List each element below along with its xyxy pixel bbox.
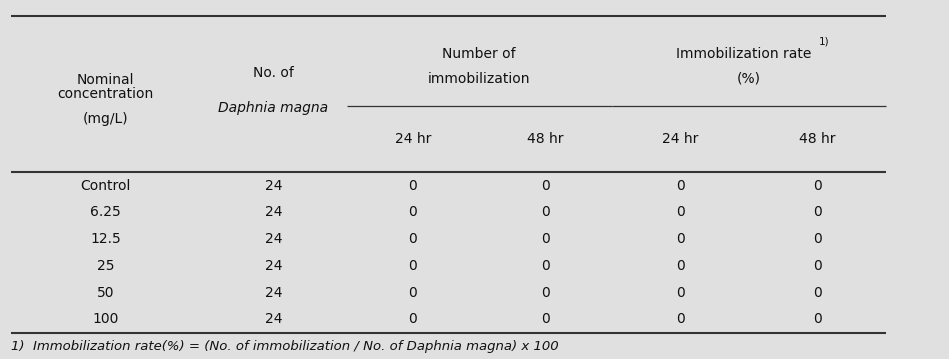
Text: 48 hr: 48 hr — [528, 132, 564, 146]
Text: 0: 0 — [541, 259, 549, 273]
Text: 12.5: 12.5 — [90, 232, 121, 246]
Text: 24: 24 — [265, 312, 282, 326]
Text: 1)  Immobilization rate(%) = (No. of immobilization / No. of Daphnia magna) x 10: 1) Immobilization rate(%) = (No. of immo… — [10, 340, 558, 353]
Text: 0: 0 — [676, 286, 684, 300]
Text: 24 hr: 24 hr — [662, 132, 698, 146]
Text: No. of: No. of — [253, 66, 294, 80]
Text: Daphnia magna: Daphnia magna — [218, 101, 328, 115]
Text: 0: 0 — [409, 179, 418, 193]
Text: 1): 1) — [818, 37, 829, 46]
Text: 0: 0 — [813, 205, 822, 219]
Text: 24: 24 — [265, 179, 282, 193]
Text: 0: 0 — [676, 232, 684, 246]
Text: 0: 0 — [676, 259, 684, 273]
Text: (mg/L): (mg/L) — [83, 112, 128, 126]
Text: 0: 0 — [676, 205, 684, 219]
Text: concentration: concentration — [57, 87, 154, 101]
Text: 0: 0 — [541, 312, 549, 326]
Text: 0: 0 — [813, 312, 822, 326]
Text: 0: 0 — [676, 179, 684, 193]
Text: 50: 50 — [97, 286, 114, 300]
Text: 24: 24 — [265, 259, 282, 273]
Text: 0: 0 — [541, 286, 549, 300]
Text: 24: 24 — [265, 205, 282, 219]
Text: 0: 0 — [676, 312, 684, 326]
Text: 0: 0 — [409, 232, 418, 246]
Text: 48 hr: 48 hr — [799, 132, 836, 146]
Text: Immobilization rate: Immobilization rate — [677, 47, 811, 61]
Text: 0: 0 — [541, 205, 549, 219]
Text: 0: 0 — [813, 179, 822, 193]
Text: (%): (%) — [737, 72, 761, 86]
Text: 0: 0 — [541, 179, 549, 193]
Text: 25: 25 — [97, 259, 114, 273]
Text: 0: 0 — [409, 286, 418, 300]
Text: Number of: Number of — [442, 47, 516, 61]
Text: 0: 0 — [541, 232, 549, 246]
Text: 0: 0 — [409, 312, 418, 326]
Text: immobilization: immobilization — [428, 72, 530, 86]
Text: Control: Control — [81, 179, 131, 193]
Text: 0: 0 — [409, 259, 418, 273]
Text: 0: 0 — [813, 286, 822, 300]
Text: 24: 24 — [265, 232, 282, 246]
Text: Nominal: Nominal — [77, 73, 134, 87]
Text: 0: 0 — [813, 232, 822, 246]
Text: 6.25: 6.25 — [90, 205, 121, 219]
Text: 0: 0 — [813, 259, 822, 273]
Text: 24: 24 — [265, 286, 282, 300]
Text: 100: 100 — [92, 312, 119, 326]
Text: 0: 0 — [409, 205, 418, 219]
Text: 24 hr: 24 hr — [395, 132, 431, 146]
